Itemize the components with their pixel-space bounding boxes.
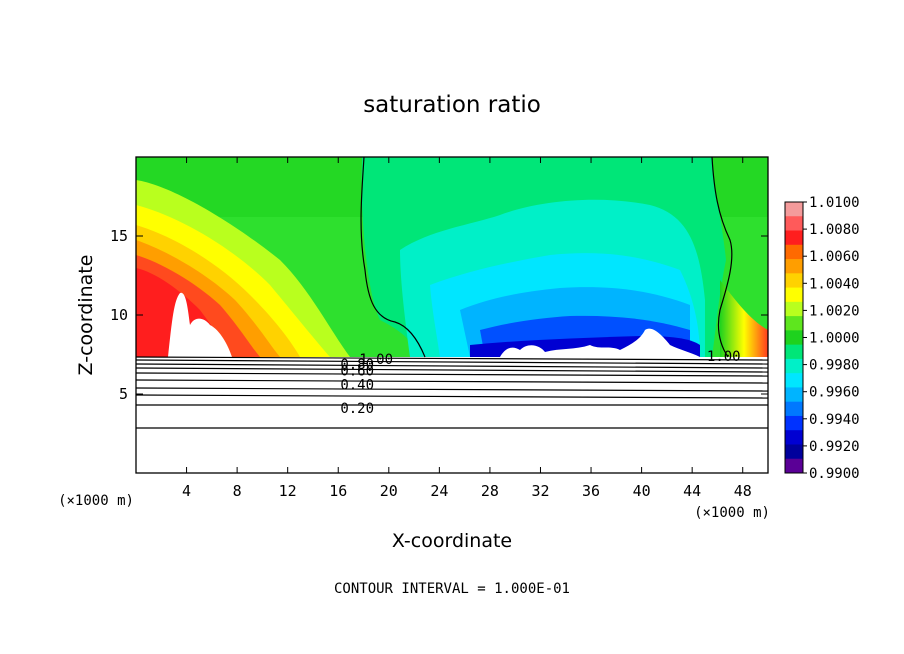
- colorbar-label: 0.9960: [809, 385, 860, 401]
- x-tick-label: 24: [430, 482, 448, 500]
- chart-title: saturation ratio: [363, 92, 541, 118]
- colorbar: 1.0100 1.0080 1.0060 1.0040 1.0020 1.0000 0.99…: [784, 195, 860, 482]
- colorbar-swatch: [785, 259, 803, 274]
- x-tick-label: 12: [279, 482, 297, 500]
- contour-0.70: [135, 367, 769, 373]
- colorbar-swatch: [785, 430, 803, 445]
- colorbar-swatch: [785, 273, 803, 289]
- colorbar-swatch: [785, 344, 803, 360]
- colorbar-swatch: [785, 216, 803, 232]
- contour-0.50: [135, 379, 769, 384]
- contour-1.00-right: [711, 156, 733, 358]
- x-tick-label: 48: [734, 482, 752, 500]
- contour-lines: [135, 156, 769, 429]
- colorbar-swatch: [785, 287, 803, 303]
- contour-0.30: [135, 394, 769, 399]
- colorbar-swatch: [785, 301, 803, 317]
- contour-0.10: [135, 427, 769, 429]
- contour-label: 0.20: [340, 401, 374, 417]
- colorbar-label: 1.0060: [809, 249, 860, 265]
- x-tick-label: 32: [531, 482, 549, 500]
- colorbar-label: 0.9980: [809, 358, 860, 374]
- colorbar-swatch: [785, 202, 803, 217]
- colorbar-label: 1.0040: [809, 276, 860, 292]
- x-tick-label: 8: [233, 482, 242, 500]
- y-axis-ticks: 5 10 15: [110, 227, 768, 403]
- y-tick-label: 10: [110, 306, 128, 324]
- y-tick-label: 5: [119, 385, 128, 403]
- x-tick-label: 28: [481, 482, 499, 500]
- x-tick-label: 36: [582, 482, 600, 500]
- x-tick-label: 20: [380, 482, 398, 500]
- x-tick-label: 44: [683, 482, 701, 500]
- colorbar-swatch: [785, 415, 803, 431]
- contour-0.80: [135, 363, 769, 369]
- contour-0.40: [135, 387, 769, 392]
- colorbar-swatch: [785, 330, 803, 346]
- colorbar-swatch: [785, 230, 803, 246]
- colorbar-label: 1.0080: [809, 222, 860, 238]
- x-unit-right: (×1000 m): [694, 505, 770, 521]
- contour-labels: 1.00 1.000.800.600.400.20: [340, 349, 740, 417]
- contour-0.90: [135, 359, 769, 365]
- colorbar-swatch: [785, 444, 803, 460]
- contour-1.00-left: [360, 156, 426, 358]
- contour-label: 0.40: [340, 378, 374, 394]
- saturation-field: [136, 157, 768, 357]
- colorbar-swatch: [785, 358, 803, 374]
- colorbar-label: 0.9920: [809, 439, 860, 455]
- colorbar-swatch: [785, 316, 803, 331]
- colorbar-swatch: [785, 401, 803, 417]
- y-axis-label: Z-coordinate: [75, 255, 97, 376]
- contour-label: 0.60: [340, 363, 374, 379]
- x-axis-ticks: 4 8 12 16 20 24 28 32 36 40 44 48: [182, 157, 752, 500]
- colorbar-label: 0.9940: [809, 412, 860, 428]
- contour-label: 1.00: [359, 352, 393, 368]
- colorbar-label: 1.0000: [809, 331, 860, 347]
- contour-label: 1.00: [707, 349, 741, 365]
- colorbar-swatch: [785, 373, 803, 388]
- x-tick-label: 16: [329, 482, 347, 500]
- colorbar-label: 1.0100: [809, 195, 860, 211]
- colorbar-swatch: [785, 387, 803, 403]
- contour-0.20: [135, 404, 769, 406]
- contour-0.60: [135, 372, 769, 377]
- contour-label: 0.80: [340, 357, 374, 373]
- y-tick-label: 15: [110, 227, 128, 245]
- colorbar-label: 0.9900: [809, 466, 860, 482]
- x-axis-label: X-coordinate: [392, 530, 512, 552]
- colorbar-swatch: [785, 244, 803, 260]
- x-unit-left: (×1000 m): [58, 493, 134, 509]
- contour-interval-note: CONTOUR INTERVAL = 1.000E-01: [334, 581, 570, 597]
- x-tick-label: 4: [182, 482, 191, 500]
- colorbar-swatch: [785, 458, 803, 474]
- colorbar-label: 1.0020: [809, 303, 860, 319]
- x-tick-label: 40: [633, 482, 651, 500]
